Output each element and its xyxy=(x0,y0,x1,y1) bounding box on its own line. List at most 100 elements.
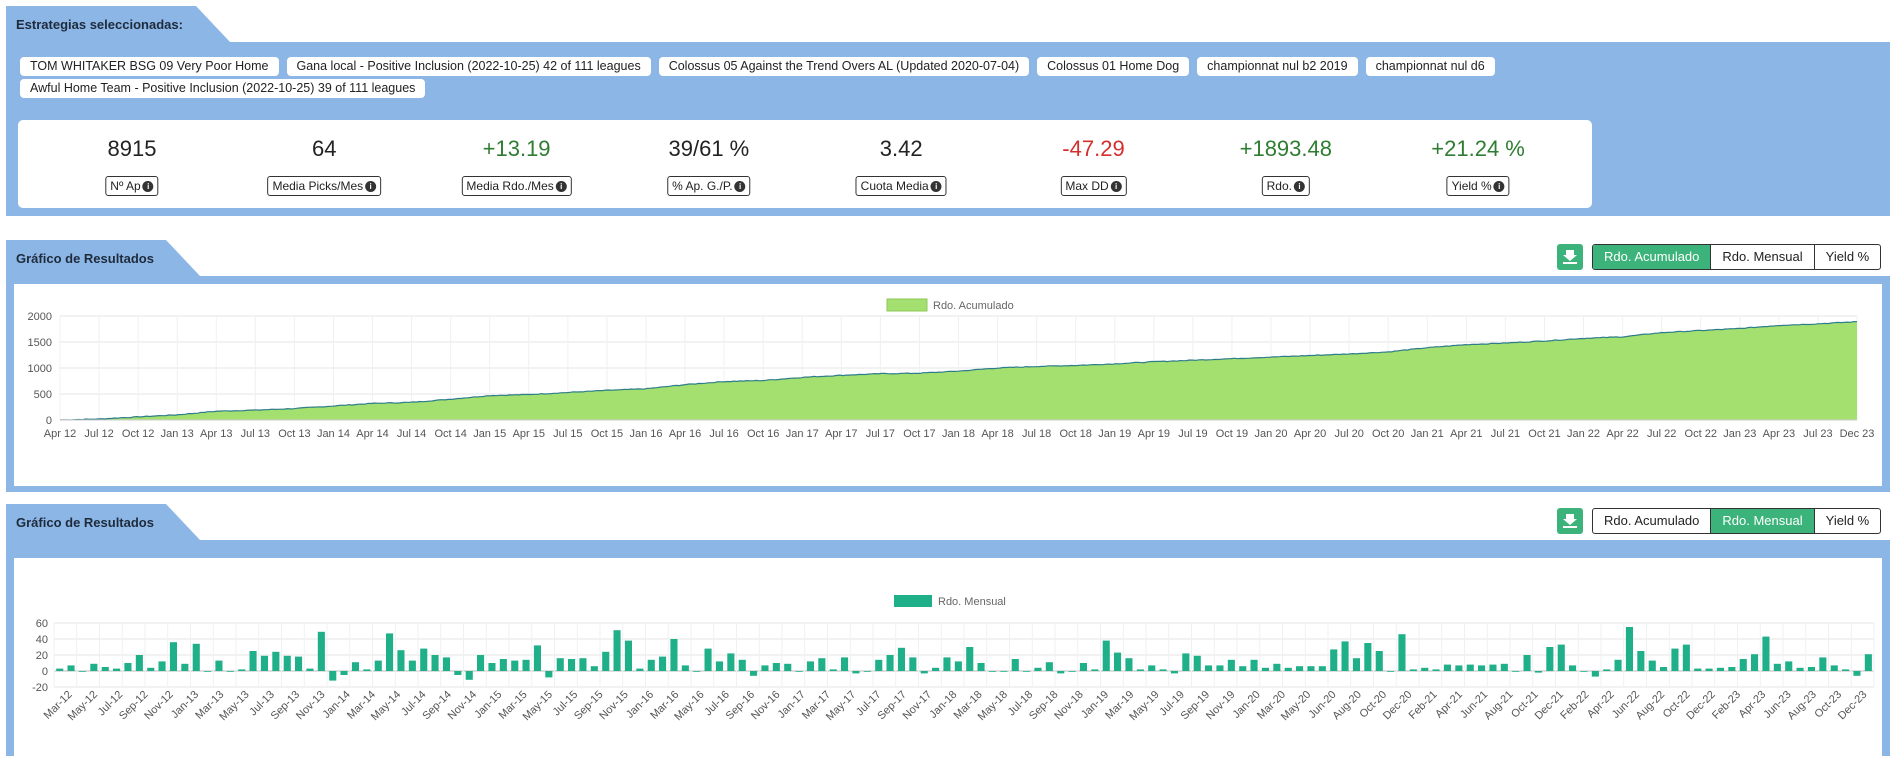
chart2-mode-toggle: Rdo. Acumulado Rdo. Mensual Yield % xyxy=(1592,508,1882,534)
monthly-bar xyxy=(1296,666,1304,671)
chart-mode-button[interactable]: Yield % xyxy=(1825,513,1870,528)
monthly-bar xyxy=(818,658,826,671)
monthly-bar xyxy=(761,665,769,671)
info-icon[interactable]: i xyxy=(1493,181,1505,193)
stat-value: 64 xyxy=(312,136,337,161)
info-icon[interactable]: i xyxy=(555,181,567,193)
stat-label[interactable]: Media Picks/Mes i xyxy=(267,176,382,196)
y-tick-label: 0 xyxy=(42,666,48,678)
stat-label[interactable]: Max DD i xyxy=(1060,176,1127,196)
monthly-bar xyxy=(1853,671,1861,676)
x-tick-label: Oct 19 xyxy=(1216,428,1248,440)
x-tick-label: Oct 22 xyxy=(1685,428,1717,440)
chart1-title: Gráfico de Resultados xyxy=(16,251,154,266)
info-icon[interactable]: i xyxy=(734,181,746,193)
legend-label[interactable]: Rdo. Mensual xyxy=(938,596,1006,608)
monthly-bar xyxy=(1466,664,1474,671)
chart-mode-button[interactable]: Rdo. Acumulado xyxy=(1593,245,1712,269)
strategy-chip[interactable]: championnat nul d6 xyxy=(1365,57,1495,76)
stat-card: +1893.48 Rdo. i xyxy=(1171,120,1400,208)
monthly-bar xyxy=(1352,658,1360,671)
stat-label[interactable]: Cuota Media i xyxy=(855,176,947,196)
x-tick-label: Oct 18 xyxy=(1059,428,1091,440)
monthly-bar xyxy=(1432,669,1440,671)
strategy-chip[interactable]: Gana local - Positive Inclusion (2022-10… xyxy=(286,57,651,76)
legend-swatch[interactable] xyxy=(894,595,932,607)
monthly-bar xyxy=(511,660,519,671)
monthly-bar xyxy=(1443,664,1451,671)
strategy-chip[interactable]: championnat nul b2 2019 xyxy=(1197,57,1358,76)
monthly-bar xyxy=(317,631,325,671)
monthly-bar xyxy=(1250,659,1258,671)
download-button[interactable] xyxy=(1557,508,1583,534)
legend-label[interactable]: Rdo. Acumulado xyxy=(933,300,1014,312)
monthly-bar xyxy=(1546,647,1554,671)
y-tick-label: 1500 xyxy=(28,337,52,349)
stat-label-text: Cuota Media xyxy=(860,179,929,193)
info-icon[interactable]: i xyxy=(930,181,942,193)
monthly-bar xyxy=(408,660,416,671)
monthly-bar xyxy=(238,669,246,671)
x-tick-label: Oct 16 xyxy=(747,428,779,440)
stat-value: 3.42 xyxy=(879,136,923,161)
monthly-bar xyxy=(863,671,871,672)
monthly-bar xyxy=(1512,671,1520,672)
monthly-bar xyxy=(1057,671,1065,674)
x-tick-label: Apr 17 xyxy=(825,428,857,440)
monthly-bar xyxy=(795,671,803,672)
download-button[interactable] xyxy=(1557,244,1583,270)
chart-mode-button[interactable]: Yield % xyxy=(1825,249,1870,264)
stat-value: +13.19 xyxy=(482,136,551,161)
stat-card: -47.29 Max DD i xyxy=(979,120,1208,208)
stat-label[interactable]: Yield % i xyxy=(1446,176,1510,196)
monthly-bar xyxy=(1068,671,1076,672)
strategy-row-1: TOM WHITAKER BSG 09 Very Poor Home Gana l… xyxy=(20,57,1495,76)
x-tick-label: Jul 19 xyxy=(1178,428,1207,440)
monthly-bar xyxy=(226,671,234,672)
strategy-chip[interactable]: Awful Home Team - Positive Inclusion (20… xyxy=(20,79,426,98)
chart-mode-button[interactable]: Rdo. Acumulado xyxy=(1593,509,1712,533)
monthly-bar xyxy=(1534,671,1542,673)
stat-label[interactable]: Nº Ap i xyxy=(105,176,159,196)
monthly-bar xyxy=(124,663,132,671)
info-icon[interactable]: i xyxy=(1110,181,1122,193)
monthly-bar xyxy=(1455,665,1463,671)
y-tick-label: 40 xyxy=(36,634,48,646)
monthly-bar xyxy=(954,661,962,671)
monthly-bar xyxy=(386,633,394,671)
monthly-bar xyxy=(363,669,371,671)
monthly-bar xyxy=(897,647,905,671)
chart-mode-button[interactable]: Rdo. Mensual xyxy=(1711,245,1815,269)
x-tick-label: Oct 15 xyxy=(591,428,623,440)
info-icon[interactable]: i xyxy=(142,181,154,193)
monthly-bar xyxy=(374,660,382,671)
stat-label-text: Media Picks/Mes xyxy=(272,179,364,193)
monthly-bar xyxy=(590,666,598,671)
stat-value: +21.24 % xyxy=(1431,136,1525,161)
info-icon[interactable]: i xyxy=(365,181,377,193)
x-tick-label: Jan 20 xyxy=(1255,428,1288,440)
stat-card: 39/61 % % Ap. G./P. i xyxy=(594,120,823,208)
info-icon[interactable]: i xyxy=(1293,181,1305,193)
monthly-bar xyxy=(1011,659,1019,671)
x-tick-label: Nov-16 xyxy=(749,689,783,723)
monthly-bar xyxy=(1375,651,1383,671)
legend-swatch[interactable] xyxy=(886,298,928,312)
monthly-bar xyxy=(351,662,359,671)
monthly-bar xyxy=(1716,667,1724,671)
monthly-bar xyxy=(1023,671,1031,672)
chart-mode-button[interactable]: Rdo. Mensual xyxy=(1711,509,1815,533)
strategy-chip[interactable]: Colossus 01 Home Dog xyxy=(1037,57,1190,76)
x-tick-label: Jul 14 xyxy=(397,428,426,440)
monthly-bar xyxy=(1796,667,1804,671)
monthly-bar xyxy=(1421,667,1429,671)
monthly-bar xyxy=(806,661,814,671)
stat-label[interactable]: Rdo. i xyxy=(1261,176,1310,196)
strategy-chip[interactable]: TOM WHITAKER BSG 09 Very Poor Home xyxy=(20,57,279,76)
monthly-bar xyxy=(1864,654,1872,671)
monthly-bar xyxy=(215,660,223,671)
strategy-chip[interactable]: Colossus 05 Against the Trend Overs AL (… xyxy=(658,57,1030,76)
stat-label[interactable]: % Ap. G./P. i xyxy=(667,176,751,196)
y-tick-label: -20 xyxy=(32,682,48,694)
stat-label[interactable]: Media Rdo./Mes i xyxy=(461,176,572,196)
